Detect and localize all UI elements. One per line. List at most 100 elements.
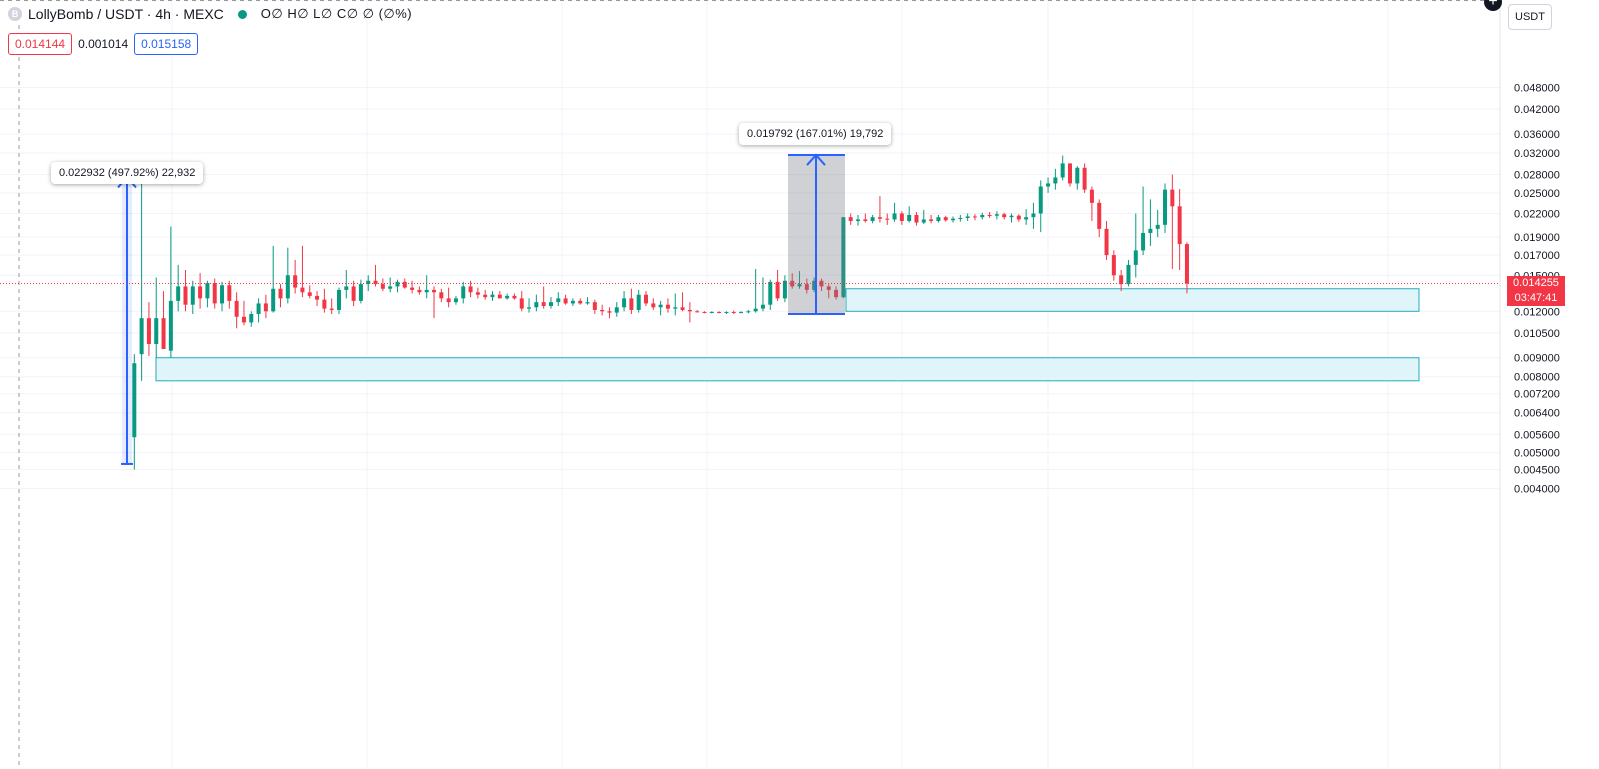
candle[interactable] (687, 302, 692, 323)
candle[interactable] (972, 214, 977, 221)
candle[interactable] (497, 291, 502, 299)
support-zone-upper[interactable] (845, 288, 1420, 312)
candle[interactable] (717, 311, 722, 314)
candle[interactable] (1089, 186, 1094, 221)
candle[interactable] (629, 288, 634, 315)
candle[interactable] (388, 277, 393, 293)
candle[interactable] (731, 310, 736, 315)
candle[interactable] (271, 245, 276, 313)
candle[interactable] (658, 300, 663, 316)
candle[interactable] (1053, 168, 1058, 190)
candle[interactable] (1038, 180, 1043, 233)
candle[interactable] (760, 277, 765, 312)
candle[interactable] (899, 211, 904, 225)
candle[interactable] (541, 286, 546, 309)
candle[interactable] (241, 300, 246, 326)
candle[interactable] (212, 278, 217, 309)
candle[interactable] (154, 277, 159, 358)
candle[interactable] (914, 212, 919, 226)
candle[interactable] (644, 291, 649, 307)
candle[interactable] (848, 213, 853, 225)
candle[interactable] (782, 275, 787, 303)
candle[interactable] (958, 214, 963, 222)
candle[interactable] (395, 279, 400, 293)
candle[interactable] (607, 307, 612, 319)
candle[interactable] (293, 259, 298, 294)
candle[interactable] (527, 298, 532, 313)
support-zone-lower[interactable] (155, 357, 1420, 382)
candle[interactable] (1119, 269, 1124, 292)
candle[interactable] (797, 271, 802, 289)
candle[interactable] (1170, 174, 1175, 269)
candle[interactable] (987, 212, 992, 218)
candle[interactable] (424, 275, 429, 299)
candle[interactable] (198, 273, 203, 309)
candle[interactable] (329, 298, 334, 315)
candle[interactable] (1031, 202, 1036, 229)
candle[interactable] (929, 214, 934, 224)
candle[interactable] (994, 211, 999, 220)
candle[interactable] (563, 294, 568, 305)
candle[interactable] (856, 214, 860, 226)
candle[interactable] (1141, 186, 1146, 256)
candle[interactable] (556, 292, 561, 307)
candle[interactable] (863, 213, 868, 223)
candle[interactable] (1104, 220, 1109, 260)
candle[interactable] (680, 292, 685, 312)
candle[interactable] (453, 295, 458, 305)
candle[interactable] (1075, 166, 1080, 190)
candle[interactable] (746, 309, 751, 314)
candle[interactable] (592, 299, 597, 315)
candle[interactable] (775, 269, 780, 301)
candle[interactable] (965, 213, 970, 221)
candle[interactable] (351, 280, 356, 307)
candle[interactable] (907, 206, 912, 223)
candle[interactable] (980, 212, 985, 220)
candle[interactable] (665, 298, 670, 313)
candle[interactable] (132, 354, 137, 470)
candle[interactable] (1177, 189, 1182, 270)
candle[interactable] (921, 209, 926, 225)
candle[interactable] (146, 302, 151, 356)
candle[interactable] (695, 309, 700, 313)
candle[interactable] (1111, 250, 1116, 281)
candle[interactable] (877, 196, 882, 223)
candle[interactable] (344, 269, 349, 299)
candle[interactable] (322, 288, 327, 313)
measurements[interactable] (117, 153, 845, 465)
candle[interactable] (1046, 177, 1051, 193)
candle[interactable] (1097, 199, 1102, 238)
candle[interactable] (600, 304, 605, 316)
buy-button[interactable]: 0.015158 (134, 33, 199, 55)
candle[interactable] (380, 278, 385, 292)
candle[interactable] (534, 294, 539, 312)
candle[interactable] (139, 177, 144, 381)
candle[interactable] (578, 298, 583, 305)
candle[interactable] (183, 269, 188, 312)
candle[interactable] (227, 280, 232, 309)
candle[interactable] (548, 297, 553, 309)
candle[interactable] (936, 214, 941, 223)
candle[interactable] (366, 275, 371, 292)
candle[interactable] (1148, 199, 1153, 246)
candle[interactable] (841, 217, 846, 299)
candle[interactable] (702, 311, 707, 314)
candle[interactable] (885, 213, 890, 225)
candle[interactable] (519, 291, 524, 312)
candle[interactable] (1024, 209, 1029, 225)
candle[interactable] (651, 298, 656, 310)
candle[interactable] (1009, 213, 1014, 223)
candle[interactable] (1155, 209, 1160, 238)
candle[interactable] (417, 286, 422, 295)
candle[interactable] (373, 264, 378, 287)
candle[interactable] (336, 287, 341, 315)
candle[interactable] (263, 294, 268, 319)
candle[interactable] (739, 311, 744, 314)
candle[interactable] (819, 278, 824, 292)
candle[interactable] (475, 287, 480, 299)
candle[interactable] (1082, 163, 1087, 193)
candle[interactable] (768, 279, 773, 310)
candle[interactable] (446, 287, 451, 308)
candle[interactable] (234, 292, 239, 329)
candle[interactable] (402, 278, 407, 289)
